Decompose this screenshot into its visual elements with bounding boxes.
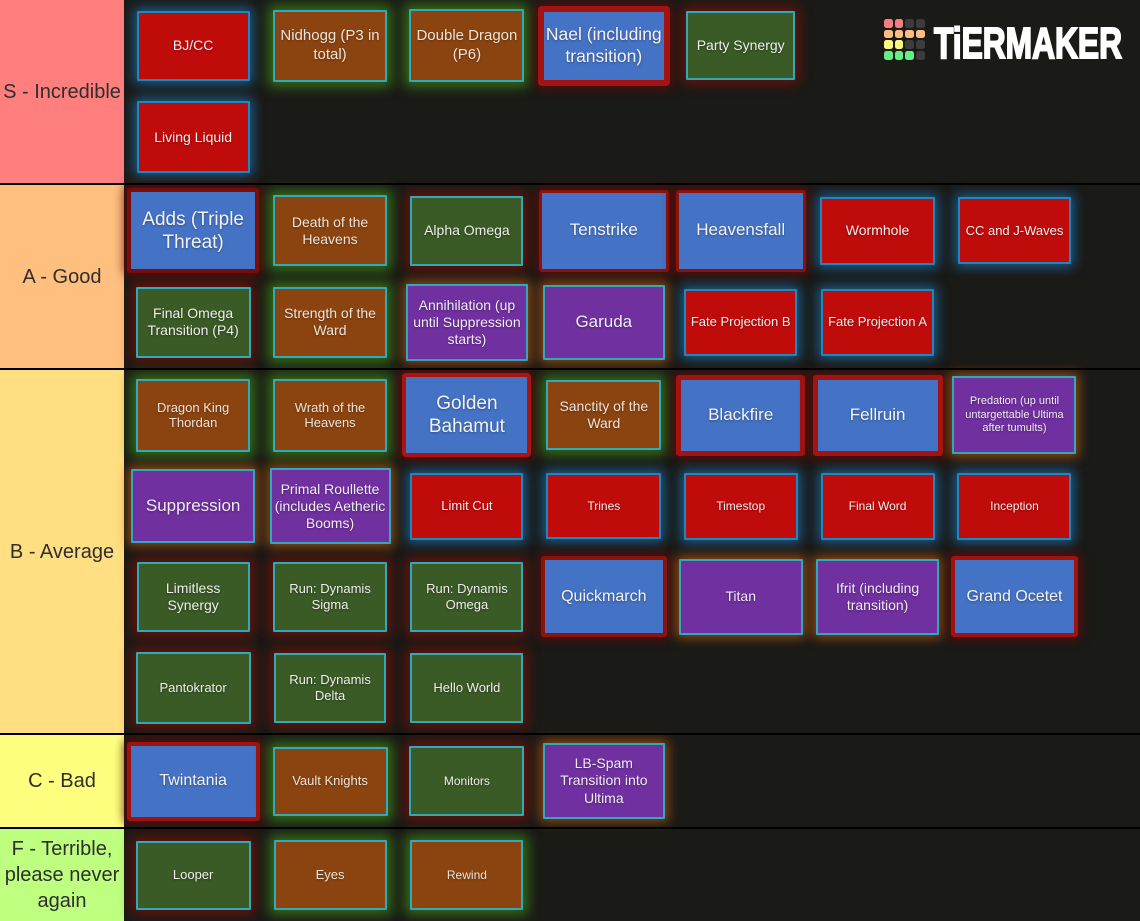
svg-text:TiERMAKER: TiERMAKER xyxy=(934,19,1122,66)
